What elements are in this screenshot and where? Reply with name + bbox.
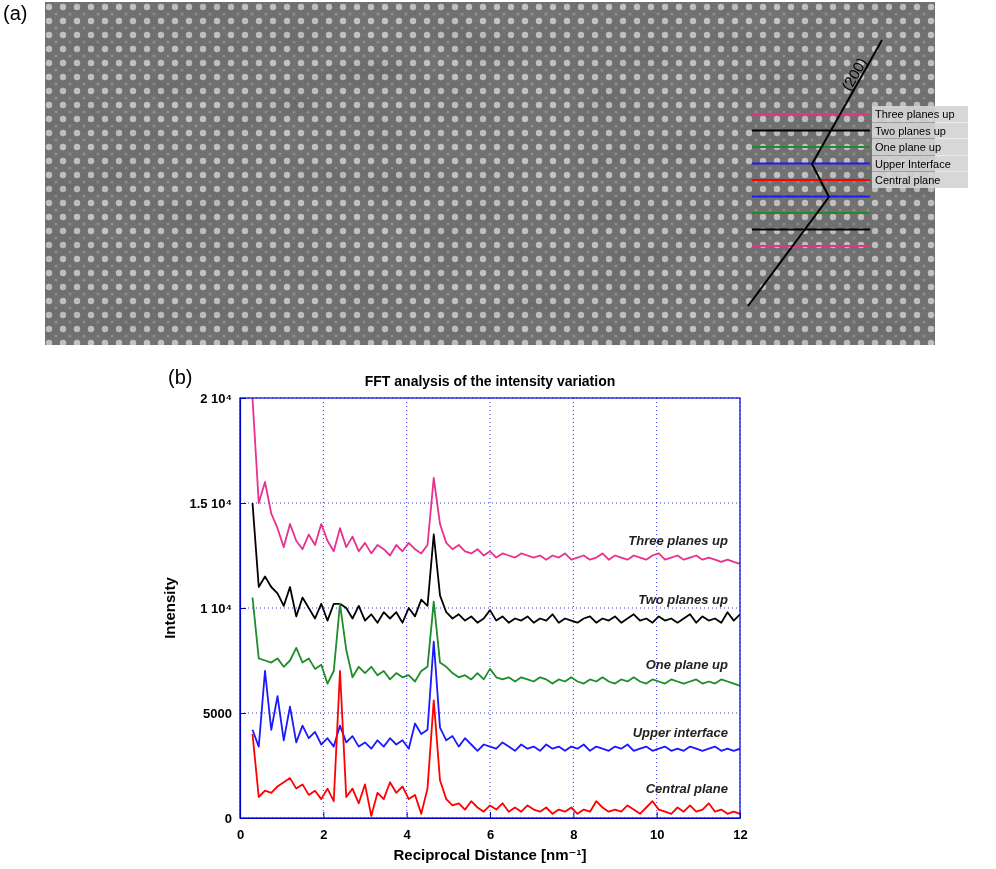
plane-label: Three planes up <box>875 108 955 120</box>
tick-label: 0 <box>237 827 244 842</box>
tick: 12 <box>733 812 747 842</box>
tick-label: 8 <box>570 827 577 842</box>
direction-label: (200) <box>838 55 870 94</box>
tick-label: 6 <box>487 827 494 842</box>
series-line <box>253 503 741 623</box>
panel-label: (a) <box>3 2 27 24</box>
x-axis-title: Reciprocal Distance [nm⁻¹] <box>394 846 587 863</box>
y-axis: 0 5000 1 10⁴ 1.5 10⁴ 2 10⁴ <box>189 391 246 826</box>
plane-label-box <box>872 106 968 122</box>
x-axis: 0 2 4 6 8 10 12 <box>237 812 748 842</box>
plane-label: Two planes up <box>875 125 946 137</box>
tick-mark <box>240 398 246 399</box>
series-line <box>253 642 741 751</box>
tick-label: 1 10⁴ <box>200 601 232 616</box>
plane-label-box <box>872 139 968 155</box>
tick-mark <box>407 812 408 818</box>
panel-label: (b) <box>168 366 192 388</box>
series-label: Central plane <box>646 781 728 796</box>
series-label: Three planes up <box>628 533 728 548</box>
series-labels: Three planes up Two planes up One plane up… <box>628 533 728 796</box>
tick: 10 <box>650 812 664 842</box>
plane-line <box>752 196 870 198</box>
panel-b: (b) FFT analysis of the intensity variati… <box>161 366 747 863</box>
tick-label: 0 <box>225 811 232 826</box>
tick-label: 1.5 10⁴ <box>189 496 232 511</box>
micrograph-grain <box>45 2 935 345</box>
tick-mark <box>240 608 246 609</box>
plane-line <box>752 146 870 148</box>
tick-mark <box>573 812 574 818</box>
micrograph-contrast <box>45 2 935 345</box>
tick-mark <box>490 812 491 818</box>
tick: 0 <box>225 811 246 826</box>
tick-label: 10 <box>650 827 664 842</box>
tick: 8 <box>570 812 577 842</box>
series-lines <box>253 398 741 816</box>
tick: 6 <box>487 812 494 842</box>
tick: 4 <box>404 812 412 842</box>
plot-frame <box>240 398 740 818</box>
plane-label: Central plane <box>875 174 940 186</box>
series-label: Upper interface <box>633 725 728 740</box>
grid-line-x <box>490 398 491 818</box>
plane-label: Upper Interface <box>875 158 951 170</box>
series-label: Two planes up <box>638 592 728 607</box>
direction-line <box>748 40 882 306</box>
plane-line <box>752 245 870 247</box>
panel-a: (a) Three planes up Two planes up One plane… <box>3 2 968 345</box>
series-line <box>253 598 741 686</box>
tick-mark <box>740 812 741 818</box>
plane-label-box <box>872 123 968 139</box>
tick: 2 <box>320 812 327 842</box>
plane-line <box>752 179 870 181</box>
tick-mark <box>240 713 246 714</box>
grid <box>240 398 740 818</box>
tick-mark <box>240 818 246 819</box>
tick-label: 12 <box>733 827 747 842</box>
tick: 1.5 10⁴ <box>189 496 246 511</box>
tick-label: 2 10⁴ <box>200 391 232 406</box>
grid-line-y <box>240 608 740 609</box>
tick: 2 10⁴ <box>200 391 246 406</box>
plane-label: One plane up <box>875 141 941 153</box>
plane-line <box>752 130 870 132</box>
axis-line <box>241 818 741 819</box>
tick-label: 4 <box>404 827 412 842</box>
tick-mark <box>323 812 324 818</box>
tick-mark <box>240 503 246 504</box>
tick: 5000 <box>203 706 246 721</box>
plane-line <box>752 212 870 214</box>
chart-title: FFT analysis of the intensity variation <box>365 373 616 389</box>
tick-label: 2 <box>320 827 327 842</box>
plane-label-box <box>872 156 968 172</box>
tick-mark <box>657 812 658 818</box>
series-label: One plane up <box>646 657 728 672</box>
grid-line-x <box>406 398 407 818</box>
plane-line <box>752 113 870 115</box>
tick-label: 5000 <box>203 706 232 721</box>
series-line <box>253 671 741 816</box>
series-line <box>253 398 741 564</box>
micrograph <box>45 2 935 345</box>
figure: (a) Three planes up Two planes up One plane… <box>0 0 996 869</box>
y-axis-title: Intensity <box>161 577 178 639</box>
plane-label-box <box>872 172 968 188</box>
grid-line-y <box>240 503 740 504</box>
tick: 1 10⁴ <box>200 601 246 616</box>
grid-line-y <box>240 713 740 714</box>
plane-line <box>752 229 870 231</box>
